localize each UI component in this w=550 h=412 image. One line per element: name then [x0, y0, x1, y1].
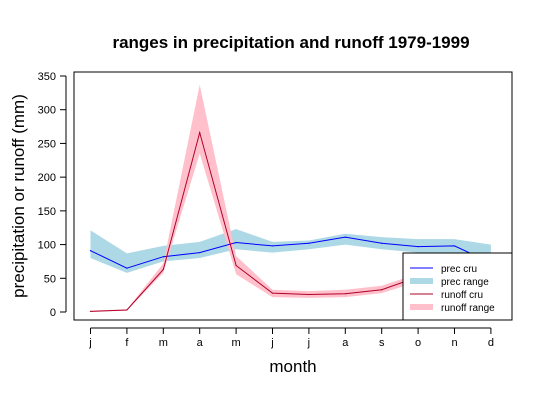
y-axis: 0 50 100 150 200 250 300 350 — [38, 71, 67, 319]
band-runoff-range — [90, 84, 491, 312]
x-tick-label: j — [270, 337, 273, 349]
y-tick-label: 100 — [38, 240, 56, 252]
y-tick-label: 50 — [44, 273, 56, 285]
point-runoff-cru-3 — [199, 132, 201, 134]
legend-label-runoff-cru: runoff cru — [441, 290, 483, 301]
point-runoff-cru-4 — [235, 264, 237, 267]
point-prec-cru-9 — [417, 245, 419, 248]
point-prec-cru-2 — [162, 256, 164, 258]
y-tick-label: 0 — [50, 307, 56, 319]
band-layer — [90, 84, 491, 312]
x-axis-label: month — [269, 357, 316, 376]
x-tick-label: j — [307, 337, 310, 349]
legend: prec cru prec range runoff cru runoff range — [402, 252, 513, 321]
point-runoff-cru-2 — [162, 268, 164, 271]
y-tick-label: 300 — [38, 105, 56, 117]
band-prec-range — [90, 229, 491, 273]
point-prec-cru-10 — [453, 245, 456, 247]
plot-frame — [73, 71, 513, 321]
point-runoff-cru-0 — [89, 310, 92, 312]
x-tick-label: m — [159, 337, 168, 349]
legend-label-prec-range: prec range — [441, 277, 489, 288]
legend-label-runoff-range: runoff range — [441, 303, 495, 314]
point-prec-cru-5 — [271, 245, 274, 247]
y-tick-label: 350 — [38, 71, 56, 83]
y-tick-label: 150 — [38, 206, 56, 218]
x-tick-label: f — [125, 337, 129, 349]
y-axis-label: precipitation or runoff (mm) — [9, 94, 28, 298]
legend-label-prec-cru: prec cru — [441, 264, 477, 275]
x-tick-label: m — [232, 337, 241, 349]
point-prec-cru-1 — [126, 267, 128, 269]
point-prec-cru-0 — [89, 250, 92, 252]
point-runoff-cru-7 — [344, 293, 346, 295]
x-tick-label: d — [488, 337, 494, 349]
y-tick-label: 200 — [38, 172, 56, 184]
x-tick-label: j — [88, 337, 91, 349]
point-prec-cru-3 — [199, 252, 201, 254]
point-prec-cru-8 — [381, 242, 383, 244]
x-tick-label: n — [451, 337, 457, 349]
chart-title: ranges in precipitation and runoff 1979-… — [112, 33, 469, 52]
point-runoff-cru-5 — [271, 292, 274, 294]
point-runoff-cru-8 — [381, 289, 383, 291]
x-tick-label: a — [197, 337, 204, 349]
x-tick-label: a — [342, 337, 349, 349]
point-runoff-cru-1 — [126, 309, 128, 311]
point-prec-cru-7 — [344, 236, 346, 238]
x-tick-label: o — [415, 337, 421, 349]
x-tick-label: s — [379, 337, 385, 349]
point-runoff-cru-6 — [308, 293, 310, 296]
point-prec-cru-4 — [235, 241, 237, 244]
line-prec-cru — [90, 236, 492, 269]
point-prec-cru-6 — [308, 242, 310, 244]
y-tick-label: 250 — [38, 138, 56, 150]
